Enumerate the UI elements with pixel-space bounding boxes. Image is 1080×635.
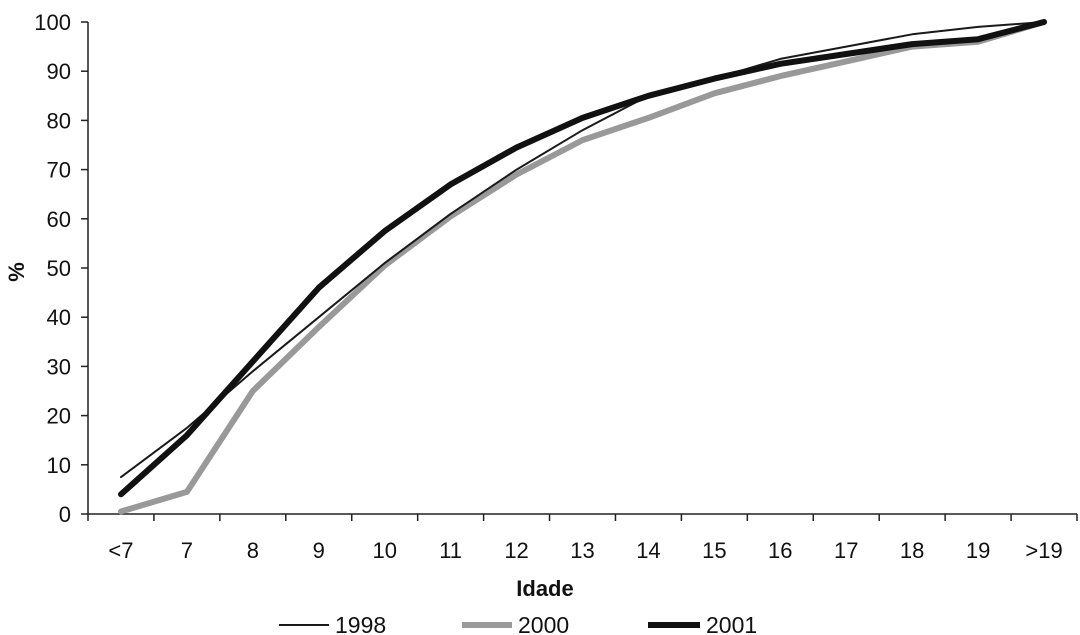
legend-label-2001: 2001 [706, 612, 757, 635]
y-tick-label-9: 90 [47, 59, 71, 84]
y-tick-label-7: 70 [47, 158, 71, 183]
x-tick-label-12: 18 [900, 538, 924, 563]
y-tick-label-1: 10 [47, 453, 71, 478]
legend-label-1998: 1998 [335, 612, 386, 635]
y-axis-title: % [4, 262, 29, 282]
y-tick-label-8: 80 [47, 108, 71, 133]
y-tick-label-3: 30 [47, 354, 71, 379]
x-tick-label-5: 11 [439, 538, 462, 563]
x-tick-label-14: >19 [1025, 538, 1062, 563]
x-tick-label-4: 10 [372, 538, 396, 563]
series-line-1998 [120, 21, 1045, 479]
x-tick-label-10: 16 [768, 538, 792, 563]
x-tick-label-1: 7 [181, 538, 193, 563]
legend: 1998 2000 2001 [279, 612, 757, 635]
legend-label-2000: 2000 [518, 612, 569, 635]
x-axis-ticks: <7 7 8 9 10 11 12 13 14 15 16 17 18 19 >19 [87, 514, 1078, 563]
x-tick-label-0: <7 [108, 538, 133, 563]
series-line-2001 [118, 19, 1047, 498]
series-lines [118, 19, 1047, 515]
x-tick-label-2: 8 [247, 538, 259, 563]
x-tick-label-3: 9 [313, 538, 325, 563]
axes [87, 22, 1077, 515]
y-tick-label-4: 40 [47, 305, 71, 330]
x-tick-label-7: 13 [570, 538, 594, 563]
y-tick-label-0: 0 [59, 502, 71, 527]
x-axis-title: Idade [516, 576, 573, 601]
x-tick-label-13: 19 [966, 538, 990, 563]
y-tick-label-6: 60 [47, 207, 71, 232]
x-tick-label-9: 15 [702, 538, 726, 563]
x-tick-label-11: 17 [834, 538, 858, 563]
series-line-2000 [118, 19, 1047, 515]
y-tick-label-2: 20 [47, 404, 71, 429]
x-tick-label-8: 14 [636, 538, 660, 563]
x-tick-label-6: 12 [504, 538, 528, 563]
y-tick-label-10: 100 [34, 10, 71, 35]
y-tick-label-5: 50 [47, 256, 71, 281]
y-axis-ticks: 0 10 20 30 40 50 60 70 80 90 100 [34, 10, 88, 527]
